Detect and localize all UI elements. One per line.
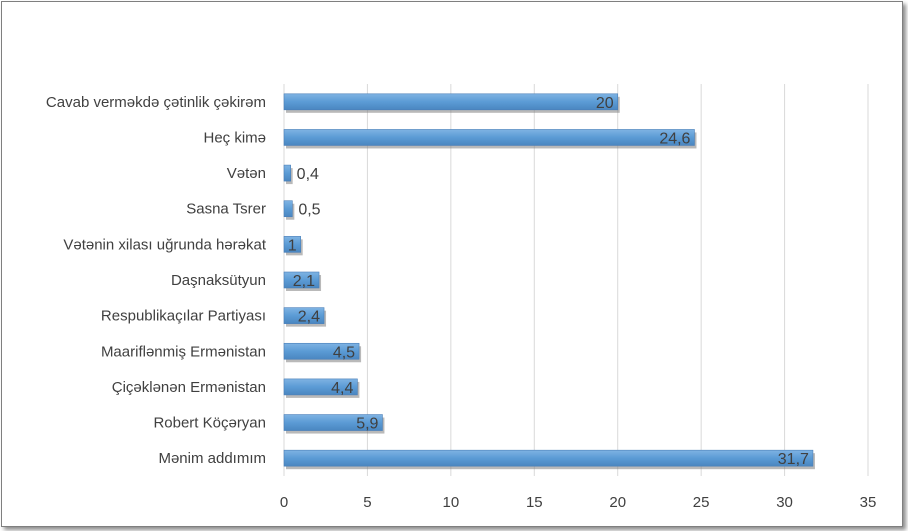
data-label: 4,5 — [333, 344, 355, 361]
data-label: 31,7 — [778, 451, 809, 468]
bar — [283, 414, 383, 431]
data-label: 2,1 — [293, 273, 315, 290]
data-label: 0,4 — [297, 166, 319, 183]
x-tick-label: 30 — [776, 494, 793, 511]
bar — [283, 271, 320, 289]
labels: 0 5 10 15 20 25 30 35 Cavab verməkdə çətinlik çə… — [46, 94, 876, 511]
data-label: 5,9 — [356, 416, 378, 433]
category-label: Vətən — [227, 165, 266, 182]
category-label: Heç kimə — [203, 129, 266, 146]
category-label: Daşnaksütyun — [171, 272, 266, 289]
data-label: 20 — [596, 95, 614, 112]
data-label: 1 — [288, 237, 297, 254]
x-tick-label: 20 — [609, 494, 626, 511]
x-tick-label: 15 — [526, 494, 543, 511]
bar — [283, 200, 293, 218]
bar — [283, 449, 814, 467]
category-label: Çiçəklənən Ermənistan — [112, 379, 266, 396]
bar — [283, 307, 325, 324]
category-label: Cavab verməkdə çətinlik çəkirəm — [46, 94, 266, 111]
x-tick-label: 0 — [280, 494, 288, 511]
bars — [283, 93, 815, 470]
x-tick-label: 25 — [693, 494, 710, 511]
category-label: Maariflənmiş Ermənistan — [101, 343, 266, 360]
data-label: 0,5 — [298, 202, 320, 219]
x-tick-label: 35 — [860, 494, 877, 511]
category-label: Mənim addımım — [158, 450, 266, 467]
x-tick-label: 5 — [363, 494, 371, 511]
bar — [283, 342, 360, 360]
data-label: 4,4 — [331, 380, 353, 397]
data-label: 24,6 — [659, 130, 690, 147]
bar — [283, 129, 695, 146]
category-label: Sasna Tsrer — [186, 201, 266, 218]
bar — [283, 93, 619, 111]
category-label: Robert Köçəryan — [153, 415, 266, 432]
data-label: 2,4 — [298, 309, 320, 326]
gridlines — [283, 84, 869, 476]
x-tick-label: 10 — [443, 494, 460, 511]
category-label: Vətənin xilası uğrunda hərəkat — [63, 236, 266, 253]
bar — [283, 164, 291, 182]
bar — [283, 378, 358, 396]
category-label: Respublikaçılar Partiyası — [101, 308, 266, 325]
bar — [283, 236, 301, 253]
